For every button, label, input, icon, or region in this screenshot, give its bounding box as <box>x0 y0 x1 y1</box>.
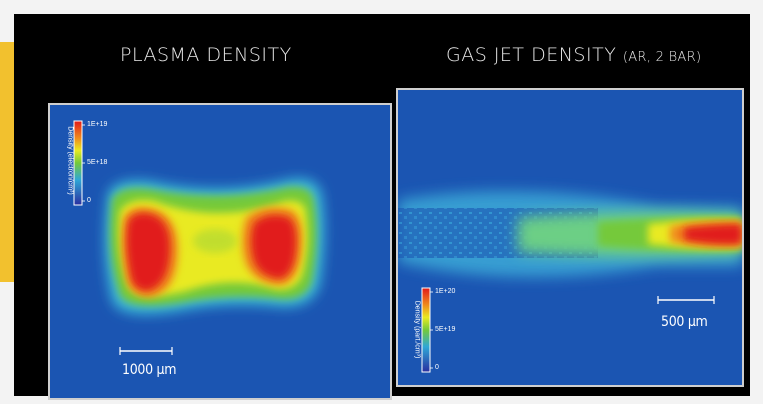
gas-jet-density-image <box>398 90 742 385</box>
plasma-scale-bar-label: 1000 μm <box>122 362 177 378</box>
gas-jet-density-title: GAS JET DENSITY (AR, 2 BAR) <box>446 44 701 66</box>
gas-jet-title-sub: (AR, 2 BAR) <box>622 50 702 65</box>
gas-jet-tick-max: 1E+20 <box>435 288 456 295</box>
plasma-tick-min: 0 <box>87 197 91 204</box>
plasma-tick-mid: 5E+18 <box>87 159 108 166</box>
gas-jet-title-main: GAS JET DENSITY <box>446 44 617 66</box>
plasma-density-map: Density (electron/cm³) 1E+19 5E+18 0 100… <box>48 103 392 400</box>
gas-jet-colorbar <box>421 287 431 373</box>
plasma-tick-max: 1E+19 <box>87 121 108 128</box>
gas-jet-scale-bar-label: 500 μm <box>661 314 708 330</box>
plasma-density-image <box>50 105 390 398</box>
plasma-colorbar-axis-label: Density (electron/cm³) <box>66 126 74 195</box>
plasma-density-title: PLASMA DENSITY <box>120 44 292 66</box>
gas-jet-colorbar-axis-label: Density (part./cm³) <box>413 300 421 359</box>
gas-jet-tick-min: 0 <box>435 364 439 371</box>
plasma-colorbar <box>73 120 83 206</box>
gas-jet-density-map: Density (part./cm³) 1E+20 5E+19 0 500 μm <box>396 88 744 387</box>
gas-jet-tick-mid: 5E+19 <box>435 326 456 333</box>
